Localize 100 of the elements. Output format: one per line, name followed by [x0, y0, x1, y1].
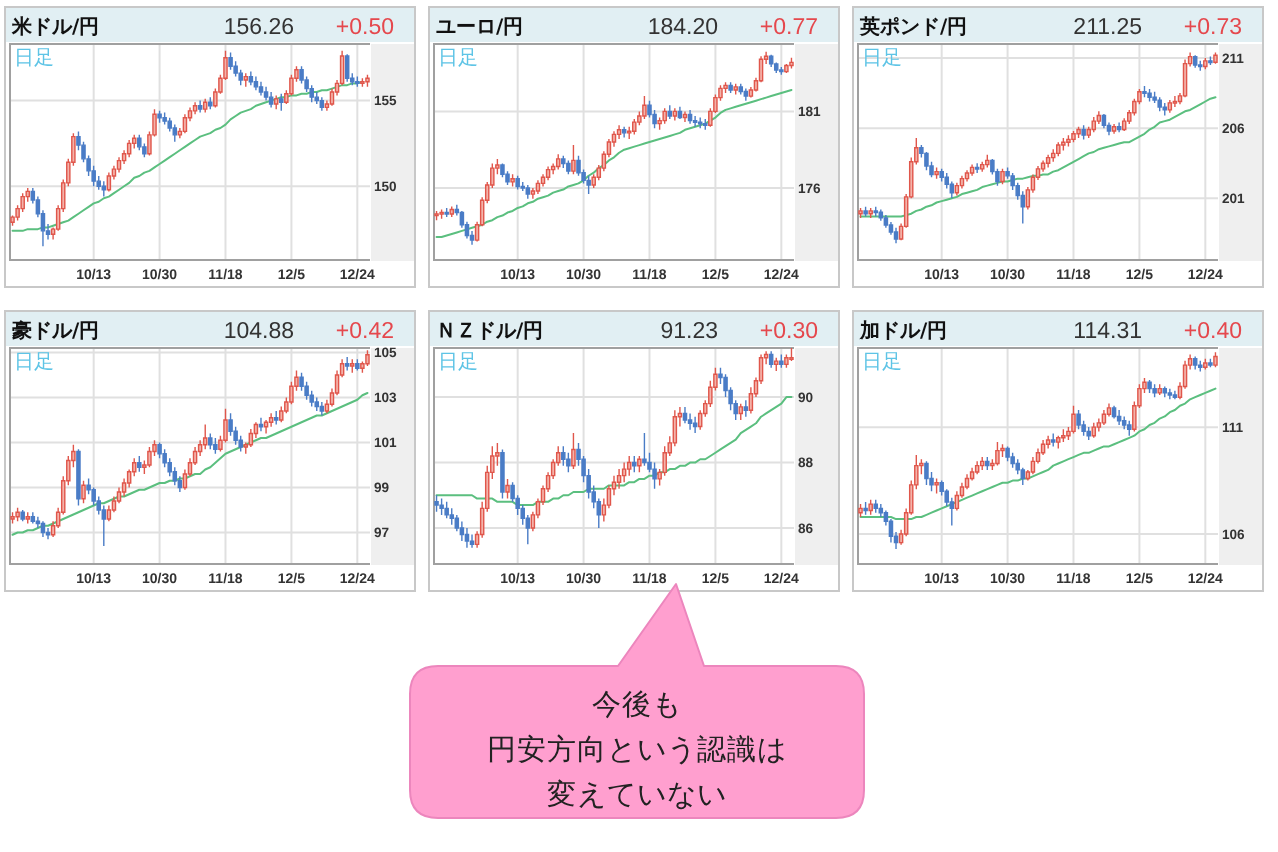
candlestick: [703, 118, 708, 131]
text: +0.73: [1183, 16, 1242, 40]
candlestick: [464, 527, 470, 549]
candlestick: [444, 501, 449, 519]
candlestick: [1005, 445, 1010, 463]
candlestick: [738, 402, 744, 421]
candlestick: [1182, 58, 1188, 98]
candlestick: [299, 372, 304, 392]
candlestick: [1106, 402, 1112, 418]
candlestick: [1121, 415, 1127, 430]
text: +0.50: [335, 16, 394, 40]
candlestick: [469, 533, 475, 549]
line-series: [859, 387, 1217, 521]
candlestick: [360, 77, 365, 88]
candlestick: [520, 181, 525, 192]
candlestick: [202, 98, 208, 114]
candlestick: [687, 109, 693, 125]
candlestick: [1050, 432, 1056, 448]
candlestick: [657, 116, 662, 131]
candlestick: [748, 86, 754, 99]
candlestick: [878, 208, 884, 222]
candlestick: [228, 51, 233, 71]
candlestick: [1127, 420, 1132, 437]
candlestick: [944, 172, 949, 190]
candlestick: [974, 162, 980, 174]
candlestick: [243, 72, 249, 88]
candlestick: [510, 173, 515, 188]
candlestick: [319, 96, 325, 112]
candlestick: [868, 499, 873, 516]
candlestick: [768, 350, 774, 369]
candlestick: [1096, 110, 1102, 125]
candlestick: [1162, 385, 1168, 398]
candlestick: [469, 230, 475, 246]
candlestick: [1030, 456, 1036, 475]
candlestick: [111, 495, 117, 513]
candlestick: [692, 115, 698, 128]
candlestick: [157, 110, 162, 124]
candlestick: [500, 448, 505, 500]
line-series: [859, 96, 1217, 218]
candlestick: [723, 81, 728, 94]
candlestick: [505, 170, 510, 186]
candlestick: [142, 142, 147, 158]
candlestick: [449, 507, 455, 526]
candlestick: [779, 66, 784, 76]
candlestick: [893, 227, 899, 244]
candlestick: [81, 480, 86, 504]
candlestick: [1040, 439, 1046, 456]
candlestick: [964, 169, 970, 183]
candlestick: [1111, 123, 1117, 135]
candlestick: [344, 356, 350, 372]
chart-subtitle: 114.31: [1073, 320, 1142, 344]
candlestick: [1081, 124, 1086, 141]
candlestick: [344, 53, 350, 83]
candlestick: [1208, 358, 1213, 368]
chart-title: 英ポンド/円: [858, 15, 968, 39]
candlestick: [858, 207, 863, 219]
candlestick: [1172, 95, 1178, 108]
candlestick: [273, 410, 279, 426]
candlestick: [208, 432, 213, 450]
candlestick: [1086, 426, 1091, 441]
candlestick: [1172, 390, 1178, 401]
text: 円安方向という認識は: [487, 733, 787, 767]
annotation: 日足: [14, 352, 54, 374]
chart-subtitle: 184.20: [647, 16, 718, 40]
candlestick: [566, 159, 571, 175]
candlestick: [863, 206, 868, 218]
candlestick: [959, 175, 965, 190]
candlestick: [1167, 387, 1173, 401]
candlestick: [177, 475, 183, 493]
candlestick: [954, 490, 960, 512]
candlestick: [934, 166, 939, 180]
line-series: [435, 396, 793, 507]
chart-title: 米ドル/円: [10, 15, 100, 39]
candlestick: [15, 507, 20, 522]
candlestick: [228, 412, 233, 437]
text: +0.42: [335, 320, 394, 344]
candlestick: [1162, 102, 1168, 117]
candlestick: [449, 205, 455, 218]
candlestick: [878, 503, 884, 518]
candlestick: [1152, 90, 1157, 104]
candlestick: [10, 511, 15, 525]
candlestick: [632, 455, 637, 474]
candlestick: [106, 171, 112, 193]
candlestick: [202, 423, 208, 450]
candlestick: [949, 497, 955, 527]
candlestick: [248, 70, 254, 86]
candlestick: [550, 162, 556, 175]
candlestick: [1152, 383, 1157, 398]
candlestick: [561, 155, 566, 169]
candlestick: [126, 139, 132, 158]
candlestick: [1111, 405, 1117, 420]
candlestick: [1208, 55, 1213, 66]
candlestick: [1167, 99, 1173, 114]
candlestick: [616, 468, 622, 490]
text: +0.30: [759, 320, 818, 344]
candlestick: [621, 126, 627, 139]
candlestick: [758, 55, 764, 83]
candlestick: [642, 95, 647, 120]
candlestick: [192, 101, 198, 115]
candlestick: [25, 511, 31, 525]
